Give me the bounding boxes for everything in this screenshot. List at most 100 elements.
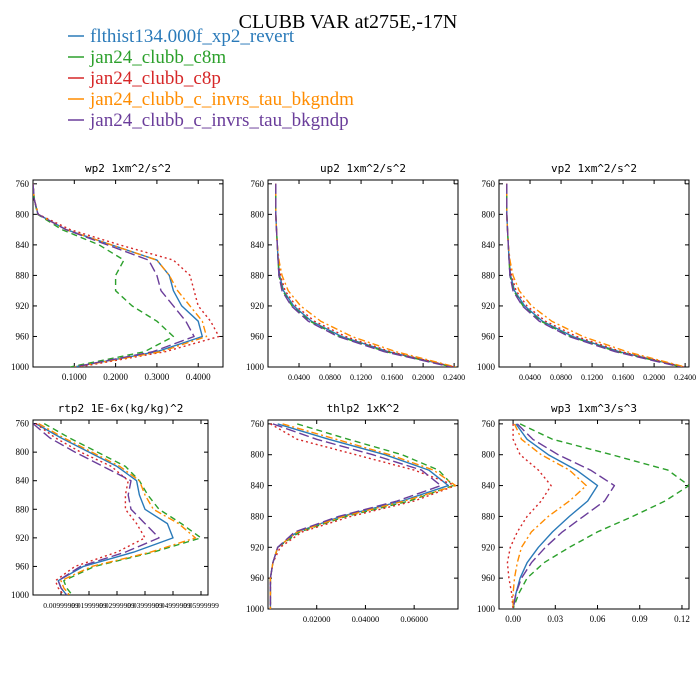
x-tick-label: 0.0400 bbox=[519, 373, 541, 382]
y-tick-label: 840 bbox=[482, 481, 496, 491]
x-tick-label: 0.00 bbox=[505, 614, 521, 624]
y-tick-label: 840 bbox=[16, 476, 30, 486]
y-tick-label: 800 bbox=[482, 450, 496, 460]
x-tick-label: 0.05999999 bbox=[183, 601, 219, 610]
y-tick-label: 880 bbox=[482, 270, 496, 280]
y-tick-label: 920 bbox=[251, 542, 265, 552]
series-line-2 bbox=[43, 422, 202, 595]
y-tick-label: 800 bbox=[482, 209, 496, 219]
y-tick-label: 880 bbox=[16, 270, 30, 280]
y-tick-label: 800 bbox=[16, 209, 30, 219]
y-tick-label: 760 bbox=[251, 179, 265, 189]
series-line-4 bbox=[33, 183, 208, 367]
series-line-3 bbox=[33, 183, 220, 367]
series-line-5 bbox=[275, 183, 452, 367]
x-tick-label: 0.02999999 bbox=[99, 601, 135, 610]
x-tick-label: 0.01999999 bbox=[71, 601, 107, 610]
x-tick-label: 0.2000 bbox=[103, 372, 128, 382]
panel-title: rtp2 1E-6x(kg/kg)^2 bbox=[58, 402, 184, 415]
panel-5: thlp2 1xK^2 760 800 840 880 920 960 1000 0.02000… bbox=[246, 402, 459, 624]
x-tick-label: 0.04999999 bbox=[155, 601, 191, 610]
y-tick-label: 760 bbox=[482, 179, 496, 189]
y-tick-label: 920 bbox=[251, 301, 265, 311]
series-line-2 bbox=[275, 183, 453, 367]
y-tick-label: 920 bbox=[482, 542, 496, 552]
series-line-5 bbox=[506, 183, 681, 367]
legend: flthist134.000f_xp2_revertjan24_clubb_c8… bbox=[68, 26, 354, 131]
x-tick-label: 0.03999999 bbox=[127, 601, 163, 610]
legend-label: jan24_clubb_c_invrs_tau_bkgndp bbox=[89, 110, 349, 131]
y-tick-label: 840 bbox=[251, 481, 265, 491]
series-line-5 bbox=[269, 423, 442, 609]
x-tick-label: 0.2400 bbox=[674, 373, 696, 382]
figure-title: CLUBB VAR at275E,-17N bbox=[239, 11, 458, 33]
plot-frame bbox=[267, 179, 459, 368]
y-tick-label: 800 bbox=[251, 209, 265, 219]
series-line-2 bbox=[512, 423, 689, 609]
y-tick-label: 760 bbox=[251, 419, 265, 429]
panel-6: wp3 1xm^3/s^3 760 800 840 880 920 960 1000 0.00 0… bbox=[477, 402, 690, 624]
x-tick-label: 0.12 bbox=[674, 614, 690, 624]
series-line-2 bbox=[269, 423, 454, 609]
series-line-5 bbox=[33, 423, 160, 595]
x-tick-label: 0.03 bbox=[547, 614, 563, 624]
x-tick-label: 0.4000 bbox=[186, 372, 211, 382]
series-line-1 bbox=[35, 422, 174, 595]
x-tick-label: 0.04000 bbox=[352, 614, 380, 624]
y-tick-label: 1000 bbox=[11, 362, 30, 372]
series-line-2 bbox=[33, 183, 175, 367]
y-tick-label: 1000 bbox=[11, 590, 30, 600]
panel-title: wp3 1xm^3/s^3 bbox=[551, 402, 637, 415]
x-tick-label: 0.0800 bbox=[550, 373, 572, 382]
series-line-1 bbox=[275, 183, 455, 367]
series-line-1 bbox=[33, 183, 204, 367]
x-tick-label: 0.1200 bbox=[350, 373, 372, 382]
y-tick-label: 1000 bbox=[477, 362, 496, 372]
series-line-1 bbox=[506, 183, 684, 367]
panel-4: rtp2 1E-6x(kg/kg)^2 760 800 840 880 920 960 100… bbox=[11, 402, 219, 610]
y-tick-label: 840 bbox=[482, 240, 496, 250]
x-tick-label: 0.1200 bbox=[581, 373, 603, 382]
panels: wp2 1xm^2/s^2 760 800 840 880 920 960 1000 0.100… bbox=[11, 162, 696, 624]
series-line-3 bbox=[269, 423, 457, 609]
x-tick-label: 0.0400 bbox=[288, 373, 310, 382]
x-tick-label: 0.2400 bbox=[443, 373, 465, 382]
y-tick-label: 880 bbox=[251, 270, 265, 280]
panel-1: wp2 1xm^2/s^2 760 800 840 880 920 960 1000 0.100… bbox=[11, 162, 224, 382]
x-tick-label: 0.2000 bbox=[643, 373, 665, 382]
y-tick-label: 760 bbox=[16, 179, 30, 189]
plot-frame bbox=[32, 419, 209, 596]
series-line-5 bbox=[33, 183, 195, 367]
y-tick-label: 880 bbox=[482, 511, 496, 521]
y-tick-label: 880 bbox=[16, 504, 30, 514]
series-line-3 bbox=[275, 183, 455, 367]
x-tick-label: 0.09 bbox=[632, 614, 648, 624]
y-tick-label: 920 bbox=[16, 533, 30, 543]
x-tick-label: 0.00999999 bbox=[43, 601, 79, 610]
plot-frame bbox=[498, 179, 690, 368]
y-tick-label: 1000 bbox=[246, 604, 265, 614]
legend-label: jan24_clubb_c_invrs_tau_bkgndm bbox=[89, 89, 354, 110]
legend-label: flthist134.000f_xp2_revert bbox=[90, 26, 295, 47]
x-tick-label: 0.1000 bbox=[62, 372, 87, 382]
series-line-2 bbox=[506, 183, 683, 367]
y-tick-label: 840 bbox=[251, 240, 265, 250]
x-tick-label: 0.06000 bbox=[400, 614, 428, 624]
series-line-3 bbox=[506, 423, 552, 609]
x-tick-label: 0.1600 bbox=[612, 373, 634, 382]
y-tick-label: 960 bbox=[482, 331, 496, 341]
plot-frame bbox=[498, 419, 690, 610]
y-tick-label: 1000 bbox=[477, 604, 496, 614]
series-line-4 bbox=[269, 423, 457, 609]
y-tick-label: 920 bbox=[482, 301, 496, 311]
series-line-4 bbox=[275, 183, 456, 367]
y-tick-label: 760 bbox=[16, 419, 30, 429]
y-tick-label: 960 bbox=[251, 331, 265, 341]
legend-label: jan24_clubb_c8m bbox=[89, 47, 226, 68]
series-line-4 bbox=[506, 183, 686, 367]
x-tick-label: 0.02000 bbox=[303, 614, 331, 624]
series-line-4 bbox=[512, 423, 587, 609]
y-tick-label: 960 bbox=[16, 331, 30, 341]
y-tick-label: 920 bbox=[16, 301, 30, 311]
